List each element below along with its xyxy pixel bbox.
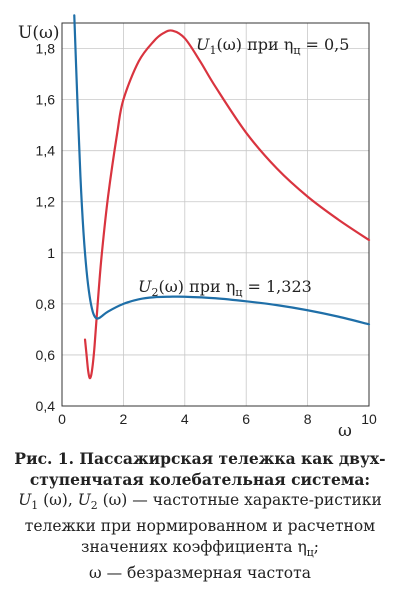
x-tick-label: 4	[181, 411, 189, 427]
caption-description: (ω) — частотные характе-ристики тележки …	[24, 491, 382, 557]
x-axis-label: ω	[338, 421, 352, 440]
series-label-u1: U1(ω) при ηц = 0,5	[196, 35, 349, 57]
y-tick-label: 1	[47, 245, 55, 261]
caption-semicolon: ;	[313, 538, 319, 557]
caption-u1-arg: (ω),	[38, 491, 78, 509]
series-lines	[73, 14, 371, 380]
y-tick-label: 0,6	[36, 347, 56, 363]
y-tick-label: 1,8	[36, 41, 56, 57]
grid	[61, 23, 370, 407]
x-tick-label: 8	[304, 411, 312, 427]
y-tick-label: 1,2	[36, 194, 56, 210]
series-label-u2-arg: (ω) при η	[158, 277, 235, 296]
y-tick-labels: 0,4 0,6 0,8 1 1,2 1,4 1,6 1,8	[36, 41, 56, 414]
y-axis-label: U(ω)	[18, 23, 59, 43]
caption-omega-line: ω — безразмерная частота	[89, 564, 311, 583]
y-tick-label: 1,6	[36, 92, 56, 108]
series-label-u2-eta-sub: ц	[235, 286, 242, 299]
series-label-u1-fn: U	[196, 35, 210, 54]
series-label-u2: U2(ω) при ηц = 1,323	[138, 277, 312, 299]
x-tick-labels: 0 2 4 6 8 10	[58, 411, 377, 427]
series-label-u1-arg: (ω) при η	[216, 35, 293, 54]
caption-title: Рис. 1. Пассажирская тележка как двух­ст…	[14, 449, 386, 489]
series-line-u1	[83, 29, 371, 380]
caption-body: U1 (ω), U2 (ω) — частотные характе-ристи…	[14, 490, 386, 563]
x-tick-label: 2	[120, 411, 128, 427]
chart: 0,40,60,811,21,41,61,8 0 2 4 6 8 10 U(ω) ω U1…	[18, 14, 377, 440]
y-tick-label: 0,4	[36, 398, 56, 414]
caption-u1-sub: 1	[31, 499, 39, 513]
series-label-u1-value: = 0,5	[300, 35, 349, 54]
series-line-u2	[73, 14, 371, 326]
x-tick-label: 0	[58, 411, 66, 427]
caption-u2-sub: 2	[90, 499, 98, 513]
plot-frame	[61, 22, 370, 407]
series-label-u2-sub: 2	[151, 286, 158, 299]
x-tick-label: 10	[361, 411, 377, 427]
series-label-u2-fn: U	[138, 277, 152, 296]
series-label-u2-value: = 1,323	[242, 277, 311, 296]
x-tick-label: 6	[242, 411, 250, 427]
y-tick-label: 0,8	[36, 296, 56, 312]
caption-eta-sub: ц	[306, 546, 314, 560]
series-label-u1-sub: 1	[209, 44, 216, 57]
series-label-u1-eta-sub: ц	[293, 44, 300, 57]
caption-u2-fn: U	[77, 491, 91, 509]
y-tick-label: 1,4	[36, 143, 56, 159]
figure-caption: Рис. 1. Пассажирская тележка как двух­ст…	[14, 448, 386, 584]
caption-u1-fn: U	[18, 491, 32, 509]
